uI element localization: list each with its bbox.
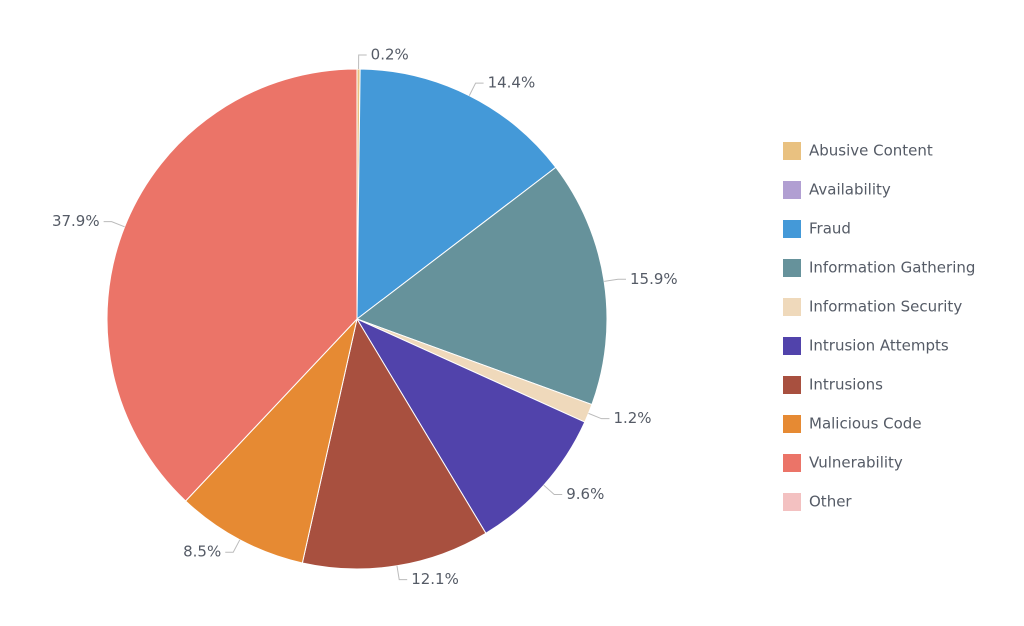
data-label: 37.9%: [52, 212, 100, 230]
legend-label[interactable]: Availability: [809, 181, 891, 199]
legend-label[interactable]: Vulnerability: [809, 454, 903, 472]
data-label: 0.2%: [371, 46, 409, 64]
pie-slice: [355, 317, 586, 534]
leader-line: [358, 54, 367, 70]
legend-swatch[interactable]: [783, 298, 801, 316]
pie-slice: [301, 317, 487, 570]
leader-line: [468, 82, 484, 96]
legend-swatch[interactable]: [783, 181, 801, 199]
data-label: 9.6%: [566, 485, 604, 503]
pie-slice: [106, 68, 358, 502]
data-label: 8.5%: [183, 543, 221, 561]
pie-slice: [355, 166, 608, 406]
leader-line: [604, 278, 626, 282]
legend-swatch[interactable]: [783, 259, 801, 277]
legend-label[interactable]: Intrusions: [809, 376, 883, 394]
legend-label[interactable]: Information Security: [809, 298, 962, 316]
leader-line: [543, 484, 563, 495]
legend-label[interactable]: Information Gathering: [809, 259, 975, 277]
legend-swatch[interactable]: [783, 220, 801, 238]
legend-label[interactable]: Other: [809, 493, 852, 511]
legend-label[interactable]: Fraud: [809, 220, 851, 238]
data-label: 14.4%: [488, 74, 536, 92]
leader-line: [396, 565, 408, 581]
data-label: 1.2%: [613, 409, 651, 427]
pie-slice: [184, 317, 358, 564]
leader-line: [103, 221, 125, 228]
legend-swatch[interactable]: [783, 142, 801, 160]
data-label: 12.1%: [411, 570, 459, 588]
legend-swatch[interactable]: [783, 415, 801, 433]
legend-swatch[interactable]: [783, 376, 801, 394]
leader-line: [225, 539, 241, 553]
legend-label[interactable]: Intrusion Attempts: [809, 337, 949, 355]
legend-swatch[interactable]: [783, 493, 801, 511]
legend-swatch[interactable]: [783, 454, 801, 472]
legend-label[interactable]: Abusive Content: [809, 142, 933, 160]
legend-label[interactable]: Malicious Code: [809, 415, 922, 433]
legend-swatch[interactable]: [783, 337, 801, 355]
data-label: 15.9%: [630, 270, 678, 288]
leader-line: [588, 412, 610, 420]
